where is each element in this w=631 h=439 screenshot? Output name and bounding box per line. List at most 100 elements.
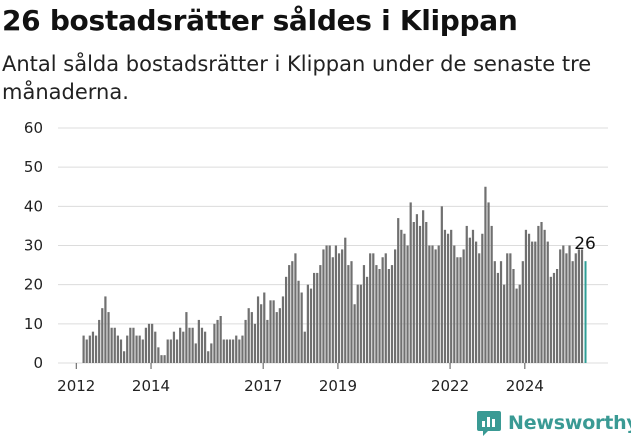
bar [565, 253, 568, 363]
bar [359, 284, 362, 363]
bar [263, 292, 266, 363]
bar [518, 284, 521, 363]
bar [524, 229, 528, 363]
bar [490, 225, 493, 363]
brand-name: Newsworthy [508, 412, 631, 434]
bar [468, 237, 471, 363]
chart-subtitle: Antal sålda bostadsrätter i Klippan unde… [2, 52, 592, 104]
bar [496, 272, 500, 363]
y-axis-ticks: 0 10 20 30 40 50 60 [24, 119, 43, 372]
x-tick-label: 2019 [319, 377, 357, 395]
bar [119, 339, 123, 363]
data-labels: 26 [574, 234, 596, 254]
bar [369, 253, 372, 363]
x-axis-ticks: 2012 2014 2017 2019 2022 2024 [57, 363, 544, 395]
bar [122, 351, 126, 363]
bar [269, 300, 272, 363]
bar [194, 343, 197, 363]
bar [135, 335, 138, 363]
bar [418, 225, 422, 363]
bar [241, 335, 244, 363]
bar [250, 312, 253, 363]
bar [278, 308, 281, 363]
bar [540, 222, 543, 363]
bar [331, 257, 334, 363]
bar [309, 288, 313, 363]
bar [210, 343, 213, 363]
bar [462, 249, 465, 363]
bar [362, 265, 366, 363]
bar [450, 229, 453, 363]
bar [147, 323, 151, 363]
bar [256, 296, 260, 363]
bar [141, 339, 144, 363]
bar [300, 292, 303, 363]
bar [185, 312, 188, 363]
bar [353, 304, 356, 363]
bar [163, 355, 166, 363]
bar [337, 253, 341, 363]
bar [546, 241, 549, 363]
bar [235, 335, 238, 363]
bar [98, 319, 101, 363]
bar [422, 210, 425, 363]
bar [344, 237, 347, 363]
bar [197, 319, 200, 363]
bar [350, 261, 353, 363]
bar [534, 241, 537, 363]
bar [481, 233, 484, 363]
bar [365, 276, 369, 363]
bar [85, 339, 88, 363]
bar [191, 327, 194, 363]
bar [406, 245, 409, 363]
bar [347, 265, 350, 363]
bar [459, 257, 462, 363]
x-tick-label: 2017 [244, 377, 282, 395]
bar [306, 284, 309, 363]
bar [207, 351, 210, 363]
bar [412, 222, 415, 363]
bar [574, 253, 577, 363]
bar [110, 327, 113, 363]
bar [116, 335, 119, 363]
bar [272, 300, 275, 363]
bar [126, 335, 129, 363]
bar [281, 296, 285, 363]
y-tick-label: 10 [24, 315, 43, 333]
bar [247, 308, 250, 363]
bar [166, 339, 169, 363]
bar [434, 249, 437, 363]
y-tick-label: 60 [24, 119, 43, 137]
bar [506, 253, 509, 363]
bar [397, 218, 400, 363]
bar [465, 225, 468, 363]
bar [512, 269, 515, 363]
bar [515, 288, 518, 363]
bar [294, 253, 297, 363]
bar [571, 261, 574, 363]
bar [169, 339, 172, 363]
bar [260, 304, 263, 363]
bar [160, 355, 163, 363]
bar [284, 276, 288, 363]
bar [316, 272, 319, 363]
bar [499, 261, 503, 363]
bar [101, 308, 104, 363]
y-tick-label: 50 [24, 158, 43, 176]
bar [179, 327, 182, 363]
bar [225, 339, 229, 363]
bar [132, 327, 135, 363]
y-tick-label: 40 [24, 197, 43, 215]
bar [562, 245, 565, 363]
last-value-label: 26 [574, 234, 596, 254]
bar [232, 339, 235, 363]
x-tick-label: 2012 [57, 377, 95, 395]
chart-title: 26 bostadsrätter såldes i Klippan [2, 4, 518, 37]
bar [113, 327, 116, 363]
bar [577, 249, 580, 363]
bar [175, 339, 179, 363]
bar [568, 245, 571, 363]
bar [509, 253, 512, 363]
bar [409, 202, 412, 363]
bar [104, 296, 107, 363]
